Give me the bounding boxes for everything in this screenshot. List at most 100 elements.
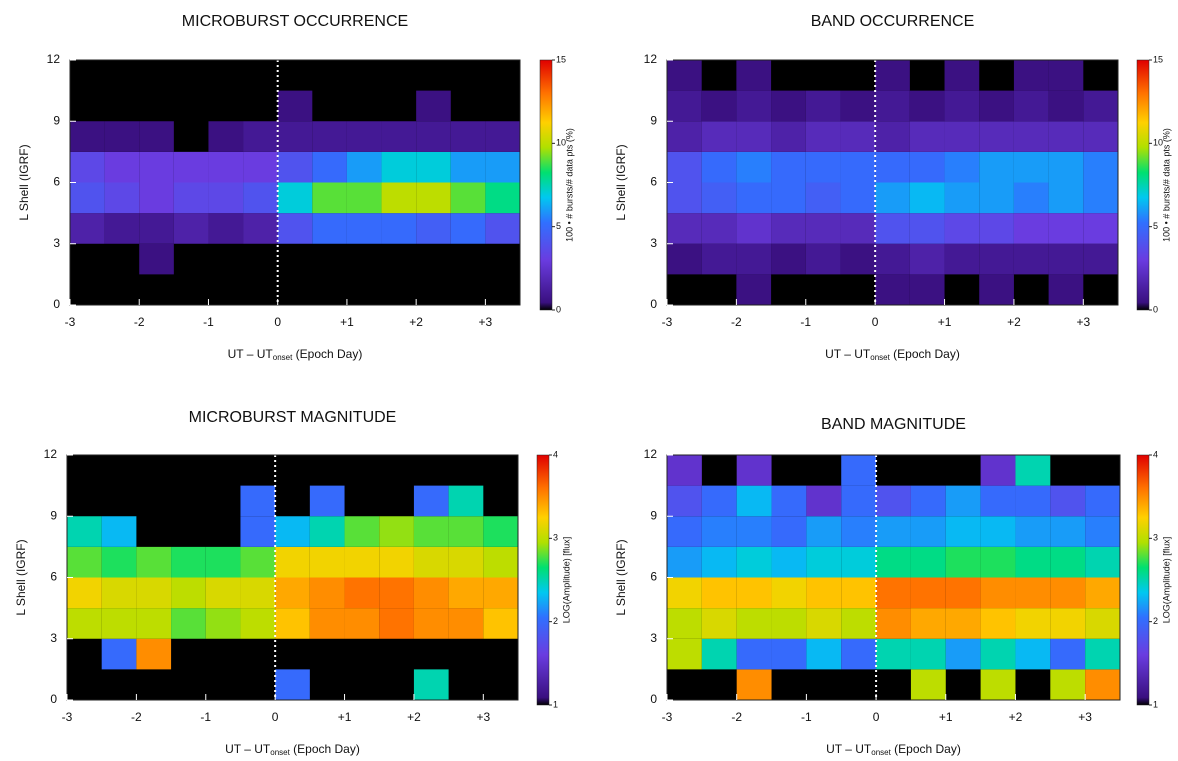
heatmap-cell <box>485 151 520 183</box>
heatmap-cell <box>413 669 449 700</box>
heatmap-cell <box>312 121 347 152</box>
heatmap-cell <box>485 182 520 214</box>
heatmap-cell <box>736 516 772 547</box>
heatmap-cell <box>1048 90 1084 122</box>
heatmap-cell <box>205 577 241 609</box>
heatmap-cell <box>104 121 140 152</box>
heatmap-cell <box>139 213 174 244</box>
chart-title: MICROBURST MAGNITUDE <box>189 409 397 426</box>
heatmap-cell <box>344 577 380 609</box>
heatmap-cell <box>1013 243 1049 275</box>
x-tick-label: +2 <box>1007 315 1021 329</box>
heatmap-cell <box>876 516 911 547</box>
x-tick-label: +2 <box>407 710 421 724</box>
heatmap-cell <box>104 182 140 214</box>
colorbar-tick-label: 4 <box>553 449 558 459</box>
x-tick-label: -1 <box>203 315 214 329</box>
heatmap-cell <box>208 151 244 183</box>
x-tick-label: -2 <box>731 315 742 329</box>
heatmap-cell <box>945 516 981 547</box>
y-tick-label: 6 <box>650 570 657 584</box>
x-axis-label: UT – UTonset (Epoch Day) <box>228 347 363 362</box>
chart-title: BAND MAGNITUDE <box>821 416 966 433</box>
heatmap-cell <box>243 213 278 244</box>
heatmap-cell <box>101 638 137 670</box>
x-tick-label: -1 <box>800 315 811 329</box>
heatmap-cell <box>980 485 1016 517</box>
x-tick-label: -3 <box>65 315 76 329</box>
heatmap-cell <box>1050 485 1086 517</box>
heatmap-cell <box>771 151 806 183</box>
heatmap-cell <box>208 121 244 152</box>
heatmap-cell <box>806 577 842 609</box>
heatmap-cell <box>1050 516 1086 547</box>
colorbar-tick-label: 0 <box>1153 304 1158 314</box>
heatmap-cell <box>1050 546 1086 578</box>
heatmap-cell <box>381 151 417 183</box>
heatmap-cell <box>701 121 737 152</box>
heatmap-cell <box>979 243 1014 275</box>
y-tick-label: 12 <box>644 447 658 461</box>
colorbar-tick-label: 15 <box>1153 54 1163 64</box>
x-tick-label: -2 <box>731 710 742 724</box>
heatmap-cell <box>346 213 382 244</box>
colorbar-tick-label: 2 <box>1153 616 1158 626</box>
x-tick-label: +3 <box>476 710 490 724</box>
heatmap-cell <box>379 608 414 639</box>
heatmap-cell <box>346 121 382 152</box>
heatmap-cell <box>416 90 451 122</box>
colorbar-label: 100 • # bursts/# data pts (%) <box>564 128 574 242</box>
heatmap-cell <box>667 516 702 547</box>
x-tick-label: +1 <box>938 315 952 329</box>
heatmap-cell <box>806 516 842 547</box>
heatmap-cell <box>841 608 877 639</box>
heatmap-cell <box>1015 485 1051 517</box>
heatmap-cell <box>485 213 520 244</box>
colorbar <box>1136 454 1150 706</box>
heatmap-cell <box>171 608 206 639</box>
heatmap-cell <box>979 274 1014 305</box>
heatmap-cell <box>736 121 772 152</box>
heatmap-cell <box>910 669 946 700</box>
heatmap-cell <box>1013 151 1049 183</box>
heatmap-cell <box>413 516 449 547</box>
heatmap-cell <box>67 608 102 639</box>
heatmap-cell <box>980 638 1016 670</box>
heatmap-cell <box>171 546 206 578</box>
x-tick-label: +3 <box>1078 710 1092 724</box>
heatmap-cell <box>806 485 842 517</box>
heatmap-cell <box>240 546 276 578</box>
heatmap-cell <box>841 455 877 486</box>
colorbar-tick-label: 3 <box>553 533 558 543</box>
heatmap-cell <box>136 638 172 670</box>
heatmap-cell <box>416 151 451 183</box>
heatmap-cell <box>1013 60 1049 91</box>
heatmap-cell <box>171 577 206 609</box>
heatmap-cell <box>980 577 1016 609</box>
heatmap-cell <box>667 546 702 578</box>
heatmap-cell <box>346 151 382 183</box>
heatmap-cell <box>1048 121 1084 152</box>
heatmap-cell <box>805 90 841 122</box>
heatmap-cell <box>483 516 518 547</box>
heatmap-cell <box>139 121 174 152</box>
x-axis-label-part: (Epoch Day) <box>290 742 360 756</box>
heatmap-cell <box>1083 90 1118 122</box>
heatmap-cell <box>448 485 484 517</box>
heatmap-cell <box>67 577 102 609</box>
heatmap-cell <box>413 608 449 639</box>
heatmap-cell <box>667 243 702 275</box>
heatmap-cell <box>277 213 313 244</box>
heatmap-cell <box>1048 151 1084 183</box>
heatmap-cell <box>70 151 105 183</box>
x-axis-label-part: onset <box>871 748 891 757</box>
heatmap-cell <box>667 638 702 670</box>
heatmap-cell <box>805 151 841 183</box>
heatmap-cell <box>312 182 347 214</box>
heatmap-cell <box>448 516 484 547</box>
heatmap-cell <box>1013 121 1049 152</box>
colorbar-tick-label: 4 <box>1153 449 1158 459</box>
heatmap-cell <box>701 182 737 214</box>
colorbar-tick-label: 5 <box>556 221 561 231</box>
